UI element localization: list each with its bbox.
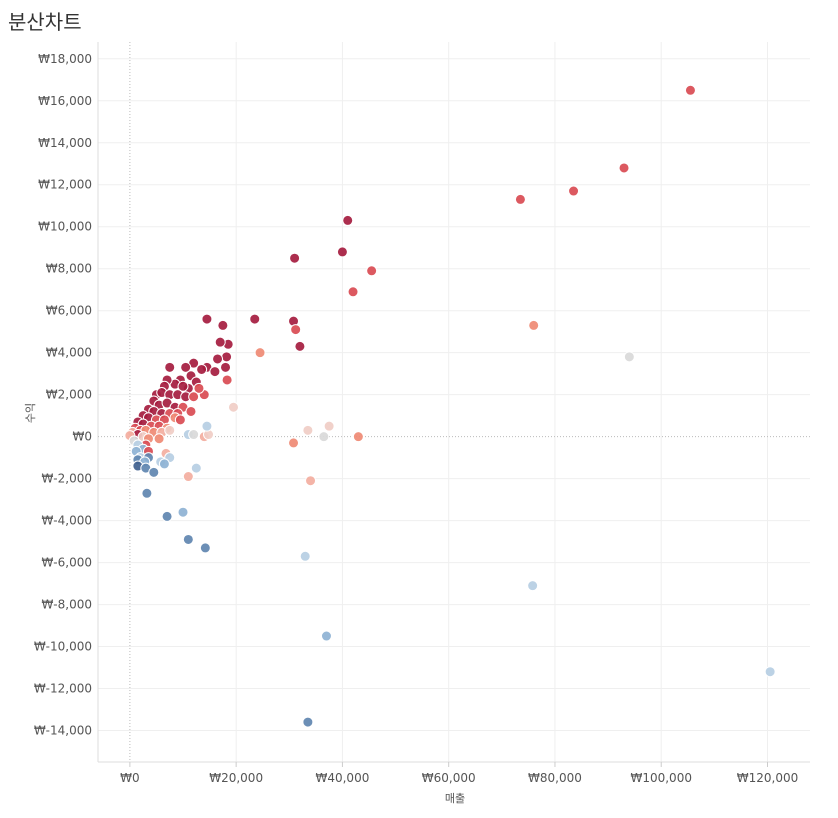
y-tick-label: ₩-8,000	[41, 598, 92, 612]
scatter-point[interactable]	[764, 666, 776, 678]
scatter-point[interactable]	[182, 471, 194, 483]
scatter-point[interactable]	[220, 361, 232, 373]
scatter-point[interactable]	[201, 313, 213, 325]
scatter-point[interactable]	[336, 246, 348, 258]
scatter-point[interactable]	[148, 466, 160, 478]
zero-reference-lines	[97, 42, 810, 763]
x-tick-label: ₩60,000	[422, 771, 476, 785]
scatter-point[interactable]	[289, 252, 301, 264]
scatter-point[interactable]	[221, 374, 233, 386]
scatter-point[interactable]	[294, 340, 306, 352]
scatter-point[interactable]	[323, 420, 335, 432]
x-gridlines	[235, 42, 768, 762]
scatter-point[interactable]	[352, 431, 364, 443]
y-tick-label: ₩8,000	[46, 262, 92, 276]
scatter-point[interactable]	[254, 347, 266, 359]
scatter-point[interactable]	[227, 401, 239, 413]
scatter-point[interactable]	[174, 414, 186, 426]
y-gridlines	[98, 58, 810, 732]
scatter-point[interactable]	[199, 542, 211, 554]
scatter-point[interactable]	[182, 533, 194, 545]
scatter-point[interactable]	[153, 433, 165, 445]
scatter-point[interactable]	[347, 286, 359, 298]
scatter-point[interactable]	[290, 324, 302, 336]
y-tick-label: ₩14,000	[38, 136, 92, 150]
y-tick-label: ₩4,000	[46, 346, 92, 360]
scatter-point[interactable]	[320, 630, 332, 642]
scatter-point[interactable]	[180, 361, 192, 373]
y-tick-label: ₩12,000	[38, 178, 92, 192]
y-tick-label: ₩-4,000	[41, 514, 92, 528]
y-tick-label: ₩0	[73, 430, 93, 444]
y-tick-label: ₩-10,000	[34, 640, 92, 654]
x-tick-label: ₩0	[120, 771, 140, 785]
y-tick-label: ₩-6,000	[41, 556, 92, 570]
scatter-point[interactable]	[158, 458, 170, 470]
scatter-point[interactable]	[623, 351, 635, 363]
scatter-point[interactable]	[366, 265, 378, 277]
scatter-point[interactable]	[618, 162, 630, 174]
scatter-point[interactable]	[212, 353, 224, 365]
scatter-point[interactable]	[302, 424, 314, 436]
scatter-point[interactable]	[190, 462, 202, 474]
y-tick-label: ₩2,000	[46, 388, 92, 402]
chart-title: 분산차트	[8, 10, 82, 34]
x-tick-label: ₩20,000	[209, 771, 263, 785]
data-points	[124, 84, 776, 728]
scatter-point[interactable]	[528, 319, 540, 331]
scatter-point[interactable]	[177, 380, 189, 392]
scatter-point[interactable]	[141, 487, 153, 499]
y-axis-ticks: ₩18,000 ₩16,000 ₩14,000 ₩12,000 ₩10,000 ₩8,00…	[34, 52, 92, 738]
scatter-point[interactable]	[185, 405, 197, 417]
scatter-point[interactable]	[214, 336, 226, 348]
x-tick-label: ₩100,000	[630, 771, 692, 785]
scatter-point[interactable]	[188, 391, 200, 403]
scatter-point[interactable]	[288, 437, 300, 449]
y-tick-label: ₩-2,000	[41, 472, 92, 486]
scatter-point[interactable]	[568, 185, 580, 197]
scatter-point[interactable]	[221, 351, 233, 363]
y-tick-label: ₩18,000	[38, 52, 92, 66]
x-tick-label: ₩80,000	[528, 771, 582, 785]
scatter-point[interactable]	[318, 431, 330, 443]
scatter-point[interactable]	[193, 382, 205, 394]
scatter-point[interactable]	[527, 580, 539, 592]
scatter-point[interactable]	[196, 363, 208, 375]
scatter-point[interactable]	[305, 475, 317, 487]
scatter-point[interactable]	[302, 716, 314, 728]
scatter-point[interactable]	[217, 319, 229, 331]
scatter-point[interactable]	[161, 510, 173, 522]
scatter-point[interactable]	[684, 84, 696, 96]
y-axis-title: 수익	[24, 403, 37, 423]
scatter-point[interactable]	[164, 361, 176, 373]
x-axis-title: 매출	[445, 792, 465, 805]
y-tick-label: ₩-12,000	[34, 682, 92, 696]
x-tick-label: ₩120,000	[737, 771, 799, 785]
scatter-point[interactable]	[514, 193, 526, 205]
y-tick-label: ₩16,000	[38, 94, 92, 108]
x-axis-ticks: ₩0 ₩20,000 ₩40,000 ₩60,000 ₩80,000 ₩100,000 ₩1…	[120, 762, 798, 785]
scatter-point[interactable]	[164, 424, 176, 436]
scatter-point[interactable]	[177, 506, 189, 518]
scatter-point[interactable]	[342, 214, 354, 226]
y-tick-label: ₩6,000	[46, 304, 92, 318]
scatter-point[interactable]	[188, 429, 200, 441]
scatter-point[interactable]	[249, 313, 261, 325]
y-tick-label: ₩-14,000	[34, 724, 92, 738]
y-tick-label: ₩10,000	[38, 220, 92, 234]
scatter-point[interactable]	[201, 420, 213, 432]
scatter-point[interactable]	[299, 550, 311, 562]
x-tick-label: ₩40,000	[315, 771, 369, 785]
scatter-point[interactable]	[209, 366, 221, 378]
